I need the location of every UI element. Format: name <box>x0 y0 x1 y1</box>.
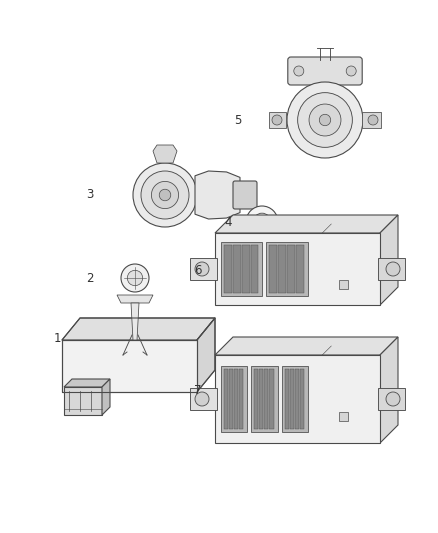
Circle shape <box>246 206 278 238</box>
Circle shape <box>368 115 378 125</box>
Polygon shape <box>251 366 278 432</box>
Polygon shape <box>64 379 110 387</box>
Circle shape <box>294 66 304 76</box>
Text: 4: 4 <box>224 215 232 229</box>
Text: 3: 3 <box>86 189 94 201</box>
Polygon shape <box>254 369 258 429</box>
Polygon shape <box>378 258 405 280</box>
Polygon shape <box>269 112 286 128</box>
Polygon shape <box>362 112 381 128</box>
Polygon shape <box>221 242 262 296</box>
Text: 6: 6 <box>194 263 202 277</box>
Text: 1: 1 <box>53 332 61 344</box>
Circle shape <box>309 104 341 136</box>
Polygon shape <box>62 340 197 392</box>
Ellipse shape <box>133 163 197 227</box>
Polygon shape <box>296 245 304 293</box>
Polygon shape <box>287 245 295 293</box>
Polygon shape <box>229 369 233 429</box>
Polygon shape <box>290 369 293 429</box>
Polygon shape <box>102 379 110 415</box>
Circle shape <box>319 114 331 126</box>
Polygon shape <box>153 145 177 163</box>
Polygon shape <box>285 369 289 429</box>
Text: 7: 7 <box>194 384 202 397</box>
Polygon shape <box>269 245 277 293</box>
Polygon shape <box>221 366 247 432</box>
Polygon shape <box>234 369 238 429</box>
Circle shape <box>127 270 143 286</box>
Ellipse shape <box>141 171 189 219</box>
Text: 5: 5 <box>234 114 242 126</box>
Polygon shape <box>339 412 348 421</box>
Polygon shape <box>265 369 268 429</box>
Polygon shape <box>380 337 398 443</box>
Circle shape <box>287 82 363 158</box>
Circle shape <box>298 93 352 147</box>
Polygon shape <box>266 242 308 296</box>
Polygon shape <box>117 295 153 303</box>
Polygon shape <box>131 303 139 340</box>
Circle shape <box>386 392 400 406</box>
Circle shape <box>159 189 171 201</box>
Polygon shape <box>190 258 217 280</box>
Polygon shape <box>215 215 398 233</box>
Polygon shape <box>295 369 299 429</box>
Polygon shape <box>282 366 308 432</box>
Circle shape <box>346 66 356 76</box>
Polygon shape <box>190 388 217 410</box>
Polygon shape <box>215 337 398 355</box>
Polygon shape <box>239 369 243 429</box>
Polygon shape <box>215 233 380 305</box>
Polygon shape <box>62 318 215 340</box>
Polygon shape <box>215 355 380 443</box>
Polygon shape <box>259 369 263 429</box>
Circle shape <box>253 213 271 231</box>
Circle shape <box>386 262 400 276</box>
Circle shape <box>195 262 209 276</box>
Polygon shape <box>197 318 215 392</box>
Circle shape <box>195 392 209 406</box>
Ellipse shape <box>152 181 179 208</box>
Text: 2: 2 <box>86 271 94 285</box>
FancyBboxPatch shape <box>233 181 257 209</box>
Polygon shape <box>378 388 405 410</box>
Circle shape <box>121 264 149 292</box>
Polygon shape <box>251 245 258 293</box>
Polygon shape <box>64 387 102 415</box>
Polygon shape <box>195 171 240 219</box>
Polygon shape <box>224 245 232 293</box>
Polygon shape <box>380 215 398 305</box>
Polygon shape <box>300 369 304 429</box>
Polygon shape <box>278 245 286 293</box>
Polygon shape <box>224 369 228 429</box>
Polygon shape <box>339 280 348 289</box>
Polygon shape <box>233 245 241 293</box>
Polygon shape <box>242 245 250 293</box>
Polygon shape <box>269 369 273 429</box>
FancyBboxPatch shape <box>288 57 362 85</box>
Circle shape <box>272 115 282 125</box>
